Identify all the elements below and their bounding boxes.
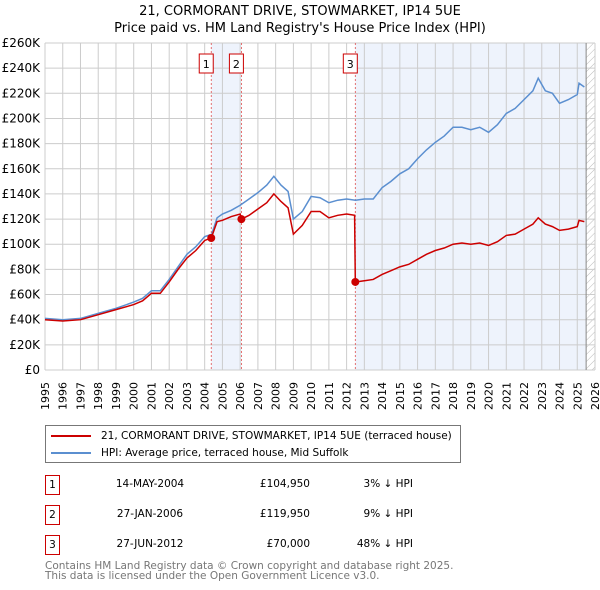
x-tick-label: 1995: [39, 382, 52, 410]
legend-swatch-hpi: [51, 452, 91, 454]
x-tick-label: 2022: [518, 382, 531, 410]
legend-swatch-property: [51, 435, 91, 437]
shaded-period: [211, 43, 242, 370]
sale-point: [351, 277, 360, 286]
x-tick-label: 2008: [270, 382, 283, 410]
x-tick-label: 2025: [571, 382, 584, 410]
property-price-line: [44, 192, 585, 322]
sale-marker-box: [342, 53, 358, 74]
sale-date: 27-JAN-2006: [116, 508, 184, 520]
x-tick-label: 2005: [216, 382, 229, 410]
x-tick-label: 2013: [358, 382, 371, 410]
sale-hpi-diff: 48% ↓ HPI: [356, 538, 413, 550]
x-tick-label: 2001: [145, 382, 158, 410]
sale-marker-label: 3: [347, 58, 354, 71]
legend-label-property: 21, CORMORANT DRIVE, STOWMARKET, IP14 5U…: [101, 430, 452, 442]
sale-row: 3 27-JUN-2012 £70,000 48% ↓ HPI: [45, 535, 445, 555]
footer-licence: This data is licensed under the Open Gov…: [45, 570, 380, 582]
y-tick-label: £160K: [2, 162, 42, 176]
price-chart: 1995 1996 1997 1998 1999 2000 2001 2002 2003 2004…: [2, 36, 600, 410]
sale-date: 27-JUN-2012: [116, 538, 184, 550]
chart-subtitle: Price paid vs. HM Land Registry's House …: [114, 21, 486, 36]
x-tick-label: 2017: [429, 382, 442, 410]
y-tick-label: £220K: [2, 86, 42, 100]
legend: 21, CORMORANT DRIVE, STOWMARKET, IP14 5U…: [45, 425, 461, 463]
legend-label-hpi: HPI: Average price, terraced house, Mid …: [101, 447, 349, 459]
x-tick-label: 2023: [536, 382, 549, 410]
y-tick-label: £0: [25, 363, 40, 377]
y-tick-label: £40K: [9, 313, 41, 327]
chart-title: 21, CORMORANT DRIVE, STOWMARKET, IP14 5U…: [139, 4, 461, 19]
x-tick-label: 2015: [394, 382, 407, 410]
sale-marker-label: 2: [45, 505, 60, 525]
y-tick-label: £100K: [2, 237, 42, 251]
x-tick-label: 2006: [234, 382, 247, 410]
x-tick-label: 2010: [305, 382, 318, 410]
sale-price: £119,950: [259, 508, 310, 520]
sale-hpi-diff: 9% ↓ HPI: [363, 508, 413, 520]
y-tick-label: £200K: [2, 111, 42, 125]
y-tick-label: £140K: [2, 187, 42, 201]
sale-marker-label: 3: [45, 535, 60, 555]
sale-price: £70,000: [266, 538, 310, 550]
x-tick-label: 1996: [57, 382, 70, 410]
y-tick-label: £20K: [9, 338, 41, 352]
sale-marker-label: 1: [45, 475, 60, 495]
x-tick-label: 2007: [252, 382, 265, 410]
sale-marker-label: 1: [203, 58, 210, 71]
x-tick-label: 2000: [128, 382, 141, 410]
x-tick-label: 2016: [412, 382, 425, 410]
x-tick-label: 2003: [181, 382, 194, 410]
x-tick-label: 2009: [287, 382, 300, 410]
y-tick-label: £240K: [2, 61, 42, 75]
sale-marker-label: 2: [233, 58, 240, 71]
x-tick-label: 2024: [554, 382, 567, 410]
x-tick-label: 1999: [110, 382, 123, 410]
x-tick-label: 2020: [483, 382, 496, 410]
sale-row: 2 27-JAN-2006 £119,950 9% ↓ HPI: [45, 505, 445, 525]
x-tick-label: 1997: [74, 382, 87, 410]
sale-row: 1 14-MAY-2004 £104,950 3% ↓ HPI: [45, 475, 445, 495]
x-tick-label: 1998: [92, 382, 105, 410]
x-tick-label: 2021: [500, 382, 513, 410]
hpi-line: [44, 76, 585, 321]
x-tick-label: 2026: [589, 382, 600, 410]
y-tick-label: £180K: [2, 137, 42, 151]
footer: Contains HM Land Registry data © Crown c…: [45, 560, 454, 582]
sale-marker-box: [228, 53, 244, 74]
x-tick-label: 2012: [341, 382, 354, 410]
sale-point: [207, 234, 216, 243]
y-tick-label: £120K: [2, 212, 42, 226]
x-tick-label: 2019: [465, 382, 478, 410]
x-tick-label: 2011: [323, 382, 336, 410]
y-tick-label: £80K: [9, 262, 41, 276]
forecast-hatch: [586, 43, 595, 370]
y-tick-label: £60K: [9, 288, 41, 302]
sale-point: [237, 215, 246, 224]
sale-hpi-diff: 3% ↓ HPI: [363, 478, 413, 490]
x-tick-label: 2018: [447, 382, 460, 410]
footer-copyright: Contains HM Land Registry data © Crown c…: [45, 560, 454, 572]
x-tick-label: 2004: [199, 382, 212, 410]
y-tick-label: £260K: [2, 36, 42, 50]
sale-price: £104,950: [259, 478, 310, 490]
x-tick-label: 2014: [376, 382, 389, 410]
sale-date: 14-MAY-2004: [115, 478, 185, 490]
sale-marker-box: [198, 53, 214, 74]
x-tick-label: 2002: [163, 382, 176, 410]
